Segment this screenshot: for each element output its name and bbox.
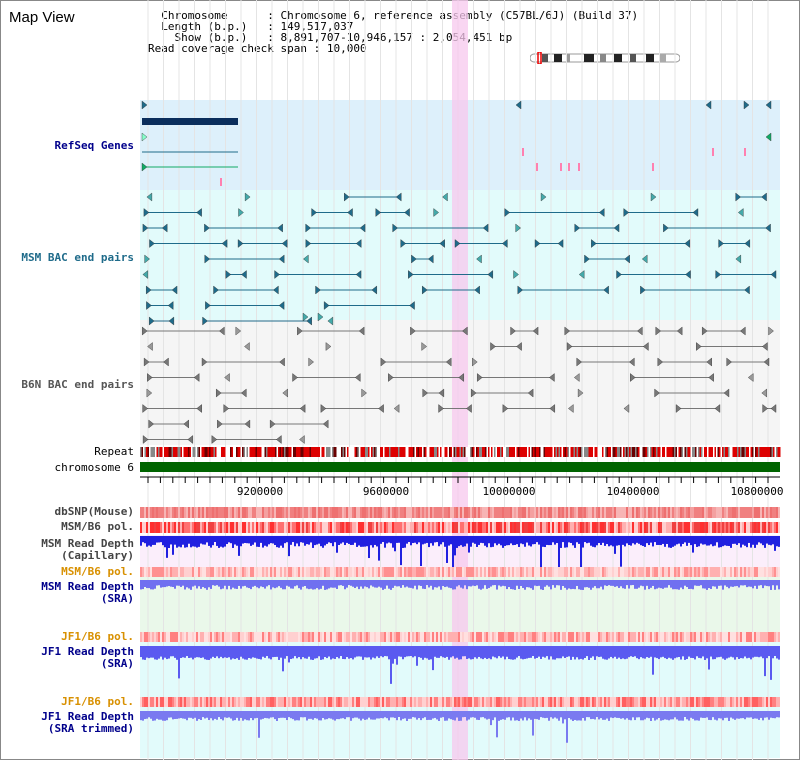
track-label-msm-b6-pol: MSM/B6 pol. xyxy=(61,520,134,533)
length-key: Length (b.p.) xyxy=(161,20,248,33)
track-label-jf1-b6-pol: JF1/B6 pol. xyxy=(61,630,134,643)
track-label-msm-bac: MSM BAC end pairs xyxy=(21,251,134,264)
show-key: Show (b.p.) xyxy=(174,31,248,44)
coverage-row: Read coverage check span : 10,000 xyxy=(148,42,367,55)
length-row: Length (b.p.) : 149,517,037 xyxy=(161,20,354,33)
axis-tick-label: 10000000 xyxy=(483,485,536,498)
track-label-jf1-depth-sra: JF1 Read Depth (SRA) xyxy=(41,645,134,670)
track-label-b6n-bac: B6N BAC end pairs xyxy=(21,378,134,391)
track-label-dbsnp: dbSNP(Mouse) xyxy=(54,505,134,518)
quantitative-tracks xyxy=(140,507,780,743)
feature-layer xyxy=(141,100,777,444)
repeat-track xyxy=(140,447,781,457)
track-label-repeat: Repeat xyxy=(94,445,134,458)
chromosome-bar xyxy=(140,462,780,472)
length-value: 149,517,037 xyxy=(280,20,354,33)
track-label-jf1-depth-trimmed: JF1 Read Depth (SRA trimmed) xyxy=(41,710,134,735)
current-region-marker xyxy=(537,52,542,64)
track-label-msm-b6-pol-2: MSM/B6 pol. xyxy=(61,565,134,578)
track-label-refseq: RefSeq Genes xyxy=(54,139,134,152)
coverage-key: Read coverage check span xyxy=(148,42,307,55)
axis-tick-label: 9200000 xyxy=(237,485,283,498)
axis-tick-label: 10800000 xyxy=(731,485,784,498)
chromosome-ideogram[interactable] xyxy=(530,52,680,64)
page-title: Map View xyxy=(9,9,75,26)
track-label-msm-depth-sra: MSM Read Depth (SRA) xyxy=(41,580,134,605)
refseq-gene-block xyxy=(142,118,238,125)
track-label-jf1-b6-pol-2: JF1/B6 pol. xyxy=(61,695,134,708)
track-label-chromosome: chromosome 6 xyxy=(54,461,134,474)
track-label-msm-depth-capillary: MSM Read Depth (Capillary) xyxy=(41,537,134,562)
coverage-value: 10,000 xyxy=(326,42,367,55)
axis-tick-label: 10400000 xyxy=(607,485,660,498)
axis-tick-label: 9600000 xyxy=(363,485,409,498)
position-axis: 9200000 9600000 10000000 10400000 10800000 xyxy=(147,477,784,498)
